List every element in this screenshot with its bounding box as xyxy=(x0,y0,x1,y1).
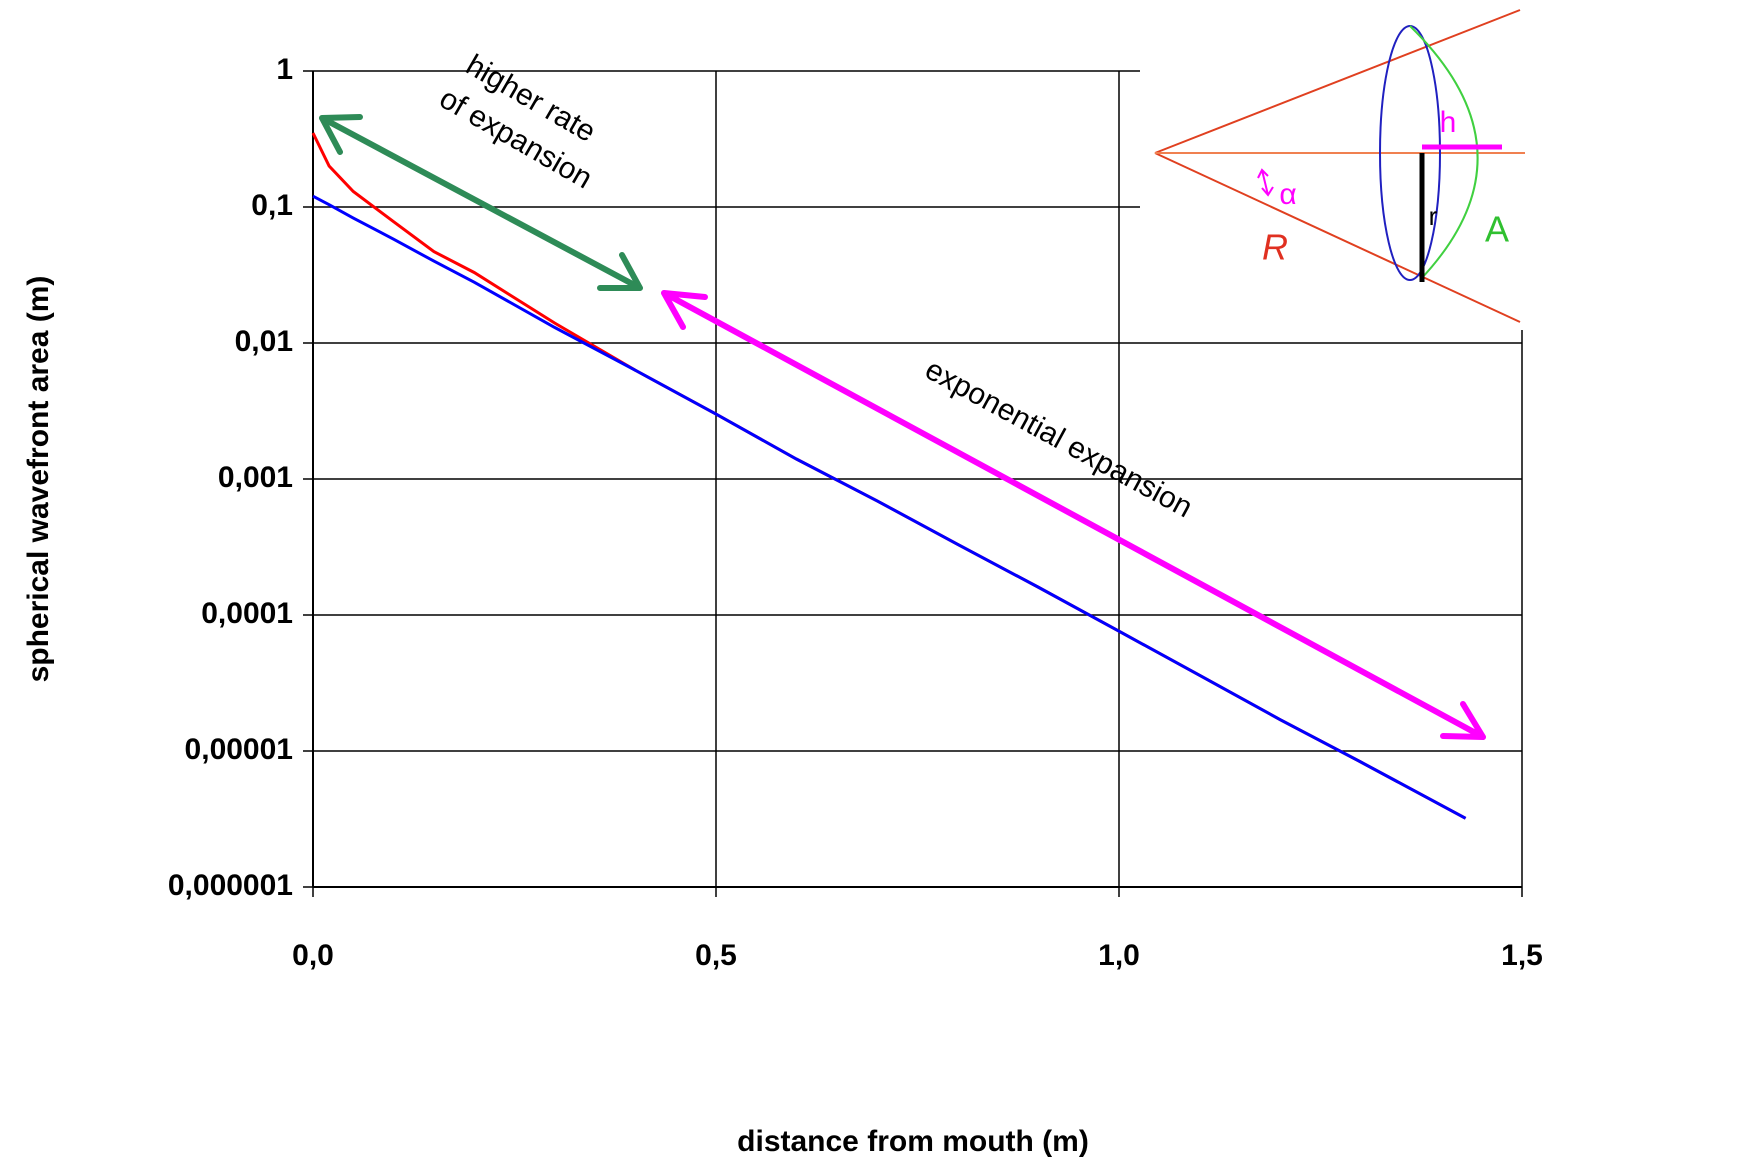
y-tick-label: 0,0001 xyxy=(201,597,293,630)
inset-label: r xyxy=(1429,201,1438,231)
cone-line xyxy=(1154,9,1521,154)
inset-label: α xyxy=(1279,178,1296,211)
x-tick-label: 0,5 xyxy=(695,939,737,972)
y-tick-label: 0,00001 xyxy=(185,733,293,766)
series-line xyxy=(312,194,1467,820)
inset-diagram: h α r R A xyxy=(1140,0,1530,330)
inset-background xyxy=(1140,0,1530,330)
inset-label: h xyxy=(1440,106,1457,139)
arc xyxy=(1409,25,1479,281)
inset-label: R xyxy=(1262,227,1288,268)
alpha-arrow xyxy=(1257,168,1274,197)
x-axis-label: distance from mouth (m) xyxy=(737,1125,1089,1158)
cone-line xyxy=(1154,152,1521,323)
x-tick-label: 0,0 xyxy=(292,939,334,972)
y-tick-label: 0,1 xyxy=(251,189,293,222)
green-arrow xyxy=(319,114,643,291)
inset-label: A xyxy=(1485,209,1509,250)
y-tick-label: 0,001 xyxy=(218,461,293,494)
x-tick-label: 1,0 xyxy=(1098,939,1140,972)
y-tick-label: 1 xyxy=(276,53,293,86)
y-tick-label: 0,01 xyxy=(235,325,293,358)
x-tick-label: 1,5 xyxy=(1501,939,1543,972)
magenta-arrow xyxy=(661,290,1486,740)
lines xyxy=(311,132,1467,820)
annotation-arrows xyxy=(319,114,1486,740)
y-axis-label: spherical wavefront area (m) xyxy=(22,276,55,683)
y-tick-label: 0,000001 xyxy=(168,869,293,902)
